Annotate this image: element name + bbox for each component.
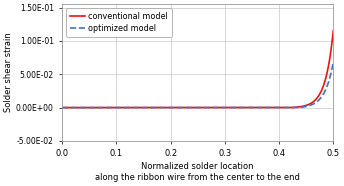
optimized model xyxy=(170,106,174,109)
conventional model xyxy=(271,106,276,109)
optimized model xyxy=(271,106,276,109)
conventional model xyxy=(60,106,64,109)
conventional model xyxy=(88,106,92,109)
Line: conventional model: conventional model xyxy=(62,31,333,108)
Line: optimized model: optimized model xyxy=(62,62,333,108)
conventional model xyxy=(180,106,184,109)
conventional model xyxy=(276,106,280,109)
conventional model xyxy=(331,30,335,32)
Y-axis label: Solder shear strain: Solder shear strain xyxy=(4,33,13,112)
optimized model xyxy=(246,106,250,109)
X-axis label: Normalized solder location
along the ribbon wire from the center to the end: Normalized solder location along the rib… xyxy=(95,162,300,182)
optimized model xyxy=(60,106,64,109)
Legend: conventional model, optimized model: conventional model, optimized model xyxy=(66,8,172,37)
optimized model xyxy=(180,106,184,109)
optimized model xyxy=(88,106,92,109)
optimized model xyxy=(276,106,280,109)
optimized model xyxy=(331,61,335,63)
conventional model xyxy=(246,106,250,109)
conventional model xyxy=(170,106,174,109)
